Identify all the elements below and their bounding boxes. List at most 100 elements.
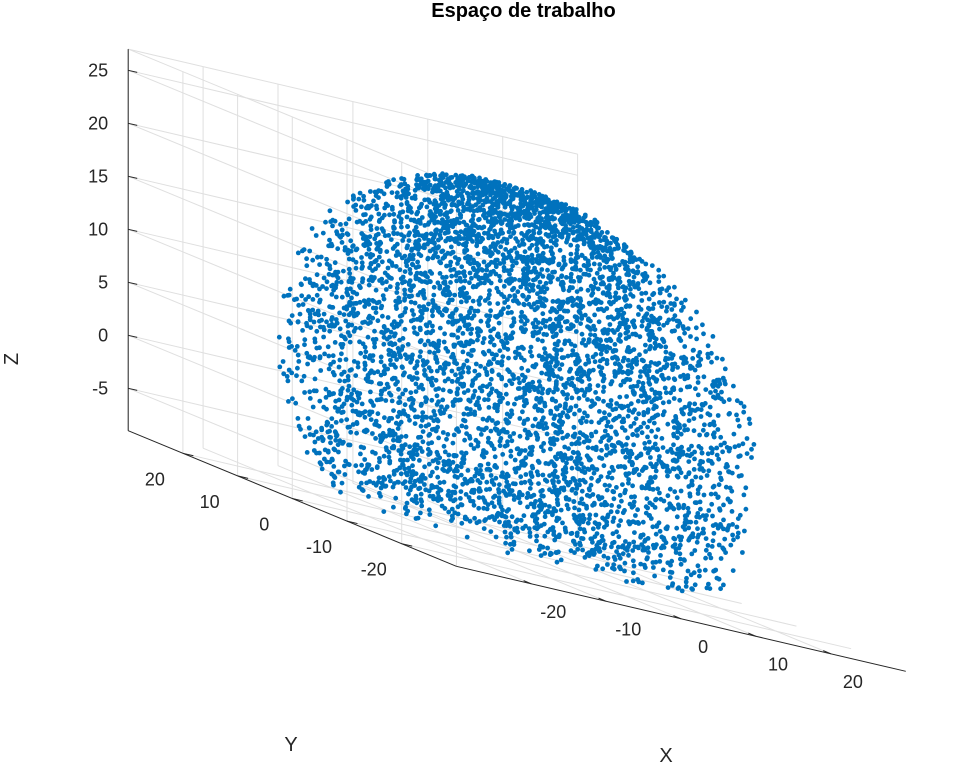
- data-point: [661, 274, 666, 279]
- data-point: [378, 381, 383, 386]
- data-point: [654, 344, 659, 349]
- data-point: [508, 524, 513, 529]
- data-point: [389, 393, 394, 398]
- data-point: [438, 271, 443, 276]
- data-point: [415, 231, 420, 236]
- data-point: [347, 267, 352, 272]
- data-point: [638, 535, 643, 540]
- data-point: [425, 205, 430, 210]
- data-point: [478, 329, 483, 334]
- data-point: [442, 194, 447, 199]
- data-point: [416, 252, 421, 257]
- data-point: [451, 311, 456, 316]
- data-point: [506, 520, 511, 525]
- data-point: [390, 263, 395, 268]
- data-point: [476, 263, 481, 268]
- data-point: [453, 230, 458, 235]
- data-point: [439, 488, 444, 493]
- data-point: [544, 425, 549, 430]
- data-point: [511, 431, 516, 436]
- data-point: [585, 324, 590, 329]
- data-point: [398, 458, 403, 463]
- data-point: [498, 311, 503, 316]
- data-point: [647, 501, 652, 506]
- data-point: [395, 195, 400, 200]
- data-point: [470, 191, 475, 196]
- data-point: [649, 400, 654, 405]
- data-point: [498, 215, 503, 220]
- data-point: [474, 243, 479, 248]
- data-point: [482, 198, 487, 203]
- data-point: [589, 284, 594, 289]
- data-point: [430, 324, 435, 329]
- data-point: [382, 191, 387, 196]
- data-point: [358, 191, 363, 196]
- data-point: [344, 357, 349, 362]
- data-point: [611, 468, 616, 473]
- data-point: [334, 229, 339, 234]
- data-point: [577, 508, 582, 513]
- data-point: [640, 430, 645, 435]
- data-point: [508, 336, 513, 341]
- data-point: [387, 259, 392, 264]
- data-point: [540, 339, 545, 344]
- data-point: [601, 258, 606, 263]
- data-point: [561, 485, 566, 490]
- data-point: [277, 365, 282, 370]
- data-point: [637, 352, 642, 357]
- data-point: [575, 466, 580, 471]
- data-point: [500, 354, 505, 359]
- data-point: [515, 250, 520, 255]
- data-point: [369, 227, 374, 232]
- data-point: [694, 337, 699, 342]
- data-point: [370, 316, 375, 321]
- data-point: [469, 443, 474, 448]
- data-point: [696, 380, 701, 385]
- data-point: [465, 535, 470, 540]
- data-point: [686, 506, 691, 511]
- data-point: [668, 575, 673, 580]
- data-point: [358, 452, 363, 457]
- data-point: [542, 346, 547, 351]
- data-point: [469, 219, 474, 224]
- data-point: [435, 189, 440, 194]
- data-point: [538, 489, 543, 494]
- data-point: [519, 481, 524, 486]
- data-point: [505, 418, 510, 423]
- data-point: [373, 451, 378, 456]
- data-point: [654, 542, 659, 547]
- data-point: [478, 364, 483, 369]
- data-point: [497, 274, 502, 279]
- data-point: [344, 221, 349, 226]
- data-point: [548, 409, 553, 414]
- data-point: [466, 192, 471, 197]
- data-point: [678, 374, 683, 379]
- data-point: [569, 252, 574, 257]
- data-point: [630, 463, 635, 468]
- data-point: [372, 329, 377, 334]
- data-point: [608, 436, 613, 441]
- data-point: [489, 207, 494, 212]
- data-point: [621, 448, 626, 453]
- data-point: [468, 331, 473, 336]
- data-point: [697, 462, 702, 467]
- data-point: [487, 392, 492, 397]
- data-point: [297, 424, 302, 429]
- data-point: [310, 226, 315, 231]
- data-point: [708, 405, 713, 410]
- data-point: [489, 234, 494, 239]
- data-point: [320, 467, 325, 472]
- data-point: [466, 254, 471, 259]
- data-point: [631, 503, 636, 508]
- data-point: [537, 379, 542, 384]
- data-point: [564, 434, 569, 439]
- data-point: [454, 307, 459, 312]
- data-point: [344, 398, 349, 403]
- data-point: [365, 462, 370, 467]
- data-point: [545, 432, 550, 437]
- data-point: [406, 342, 411, 347]
- data-point: [331, 288, 336, 293]
- data-point: [324, 387, 329, 392]
- data-point: [392, 469, 397, 474]
- data-point: [493, 258, 498, 263]
